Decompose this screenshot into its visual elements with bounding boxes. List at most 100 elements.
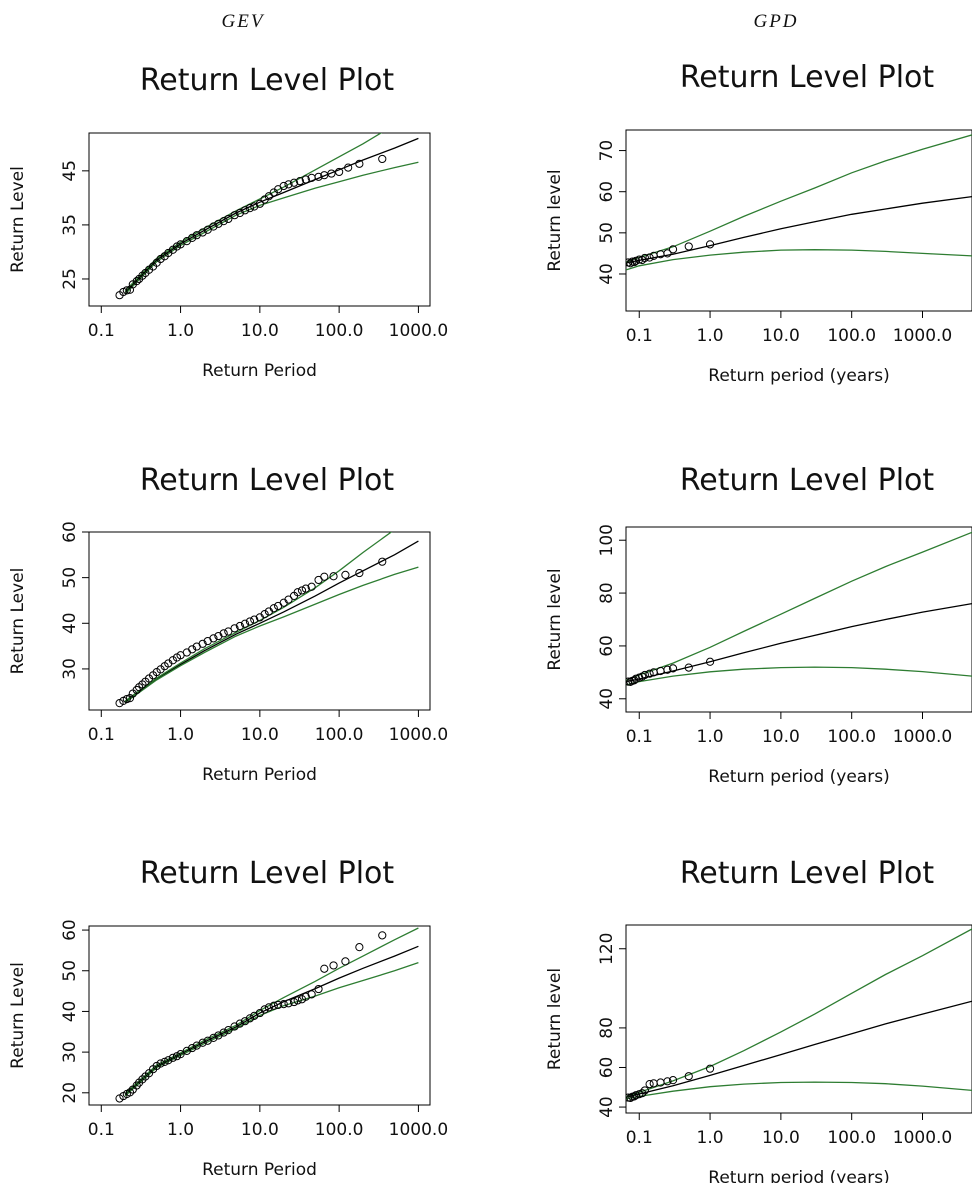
x-tick-label: 10.0: [762, 1128, 800, 1148]
observed-point: [156, 1059, 165, 1068]
x-tick-label: 1.0: [697, 1128, 724, 1148]
y-axis-label: Return Level: [8, 568, 28, 675]
column-header-gev: GEV: [222, 11, 265, 32]
y-axis-label: Return Level: [8, 962, 28, 1069]
observed-point: [245, 1014, 255, 1023]
observed-point: [329, 961, 338, 970]
y-tick-label: 40: [60, 1001, 80, 1023]
observed-point: [355, 159, 364, 168]
observed-point: [684, 242, 693, 251]
observed-point: [138, 271, 147, 280]
observed-point: [269, 604, 278, 613]
observed-point: [168, 1053, 177, 1062]
y-tick-label: 60: [60, 919, 80, 941]
x-tick-label: 0.1: [88, 725, 115, 745]
upper-confidence-line: [626, 928, 972, 1098]
return-level-plot-6: Return Level Plot 0.1 1.0 10.0 100.0 1000.0 40…: [545, 856, 972, 1188]
observed-point: [245, 617, 255, 626]
fitted-return-level-line: [124, 540, 419, 703]
observed-point: [630, 1092, 639, 1101]
x-axis-label: Return period (years): [708, 1168, 889, 1183]
observed-point: [293, 996, 302, 1005]
lower-confidence-line: [626, 1081, 972, 1100]
lower-confidence-line: [124, 161, 419, 295]
y-tick-label: 20: [60, 1082, 80, 1104]
x-tick-label: 100.0: [315, 321, 364, 341]
observed-point: [668, 1076, 678, 1085]
observed-point: [250, 615, 259, 624]
observed-point: [279, 1000, 288, 1009]
x-tick-label: 1000.0: [893, 1128, 952, 1148]
y-tick-label: 50: [597, 222, 617, 244]
x-tick-label: 1000.0: [389, 725, 448, 745]
fitted-return-level-line: [124, 137, 419, 293]
lower-confidence-line: [626, 249, 972, 271]
plot-frame: [625, 129, 972, 312]
x-tick-label: 10.0: [762, 326, 800, 346]
plot-series: [626, 928, 972, 1103]
x-tick-label: 1000.0: [389, 321, 448, 341]
observed-point: [668, 664, 678, 673]
plot-series: [115, 927, 419, 1103]
plot-title: Return Level Plot: [680, 60, 935, 95]
y-tick-label: 60: [597, 181, 617, 203]
x-tick-label: 0.1: [626, 326, 653, 346]
observed-point: [219, 217, 228, 226]
observed-point: [219, 1028, 228, 1037]
observed-point: [626, 259, 635, 268]
observed-point: [198, 228, 207, 237]
observed-point: [132, 685, 141, 695]
y-tick-label: 30: [60, 1041, 80, 1063]
y-axis-label: Return Level: [8, 166, 28, 273]
observed-point: [138, 680, 147, 689]
observed-point: [638, 255, 647, 265]
y-tick-label: 80: [597, 582, 617, 604]
observed-point: [198, 1038, 207, 1047]
plot-series: [626, 134, 972, 271]
observed-point: [341, 957, 350, 966]
observed-point: [684, 663, 693, 672]
x-axis-label: Return Period: [202, 1160, 317, 1180]
observed-point: [378, 931, 387, 940]
plot-frame: [625, 526, 972, 713]
observed-point: [378, 557, 387, 566]
x-tick-label: 0.1: [626, 727, 653, 747]
observed-point: [164, 1056, 173, 1065]
x-tick-label: 10.0: [241, 321, 279, 341]
observed-point: [335, 167, 344, 177]
observed-point: [188, 645, 197, 654]
x-tick-label: 1000.0: [893, 326, 952, 346]
x-tick-label: 100.0: [315, 1120, 364, 1140]
observed-point: [355, 568, 364, 578]
x-tick-label: 1000.0: [389, 1120, 448, 1140]
observed-point: [638, 1089, 647, 1098]
observed-point: [255, 199, 264, 208]
y-tick-label: 40: [597, 688, 617, 710]
observed-point: [264, 1003, 273, 1012]
observed-point: [240, 619, 250, 628]
observed-point: [224, 627, 233, 636]
observed-point: [125, 1088, 135, 1097]
observed-point: [198, 639, 207, 648]
y-tick-label: 80: [597, 1017, 617, 1039]
x-tick-label: 1.0: [167, 1120, 194, 1140]
observed-point: [274, 1000, 283, 1010]
observed-point: [645, 669, 654, 678]
plot-title: Return Level Plot: [140, 463, 395, 498]
x-tick-label: 10.0: [762, 727, 800, 747]
observed-point: [378, 154, 387, 164]
observed-point: [209, 222, 218, 231]
observed-point: [176, 1050, 185, 1059]
observed-point: [230, 624, 239, 633]
observed-point: [240, 1017, 250, 1026]
observed-point: [301, 584, 310, 593]
return-level-plot-2: Return Level Plot 0.1 1.0 10.0 100.0 1000.0 40…: [545, 60, 972, 386]
observed-point: [640, 670, 649, 680]
x-tick-label: 1.0: [167, 321, 194, 341]
observed-point: [168, 656, 177, 665]
observed-point: [188, 233, 197, 242]
observed-point: [640, 1086, 649, 1095]
observed-point: [684, 1072, 693, 1081]
